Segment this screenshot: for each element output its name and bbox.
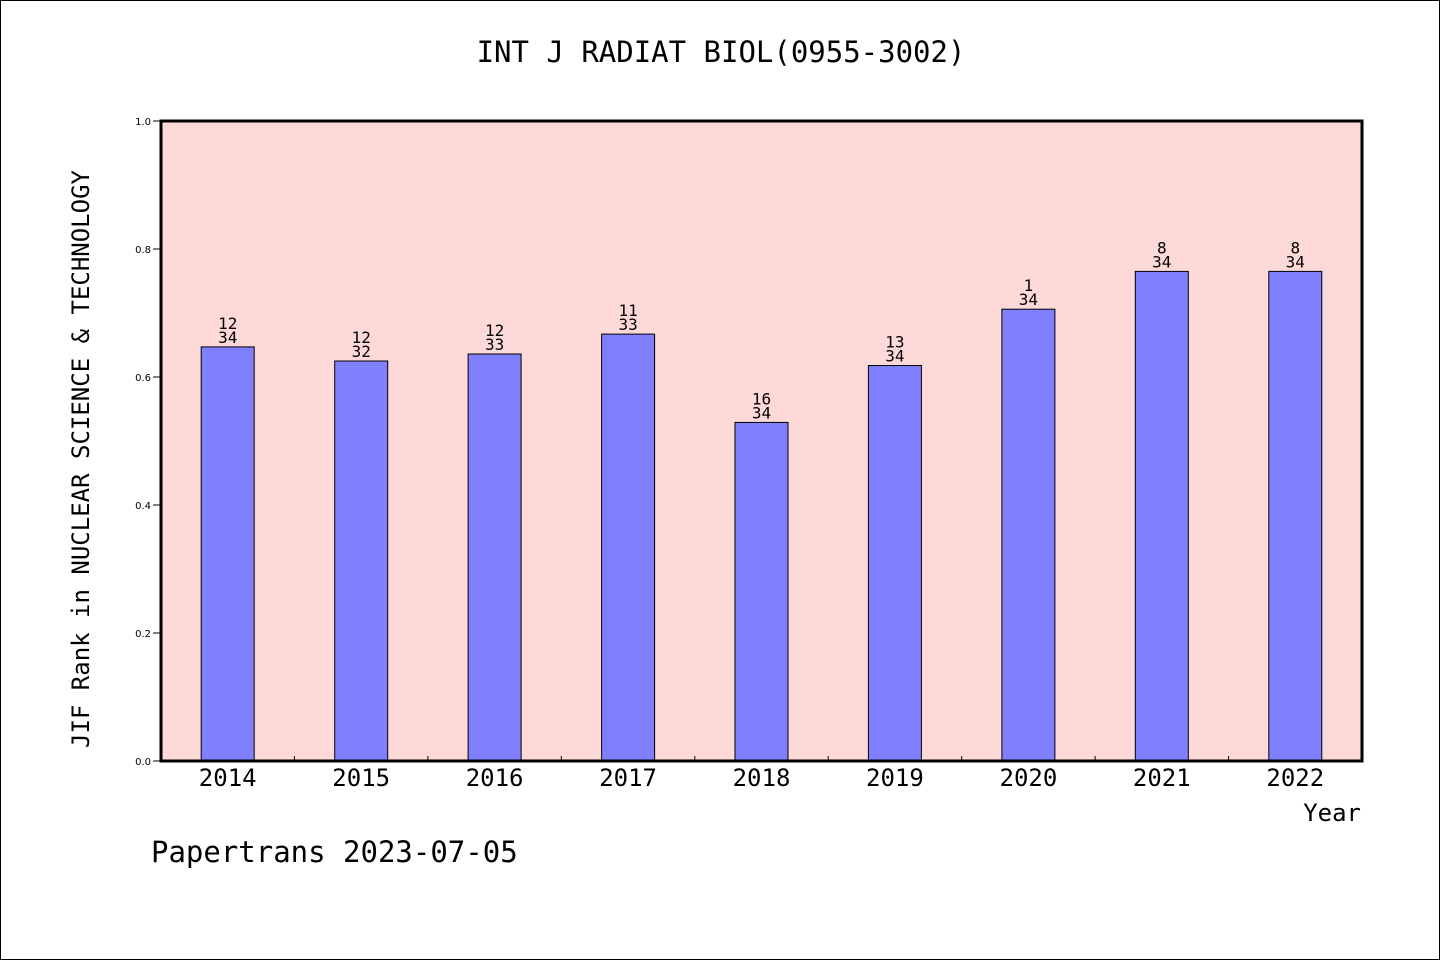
x-tick-label: 2021 (1133, 764, 1191, 792)
x-tick-label: 2020 (1000, 764, 1058, 792)
data-label-rank: 11 (618, 301, 637, 320)
bar (467, 353, 522, 762)
x-tick-label: 2022 (1266, 764, 1324, 792)
data-label-rank: 12 (218, 314, 237, 333)
x-tick-label: 2019 (866, 764, 924, 792)
data-label-rank: 8 (1157, 238, 1167, 257)
bar (200, 346, 255, 762)
y-tick-label: 0.6 (135, 373, 151, 384)
y-tick-label: 0.4 (135, 501, 151, 512)
bar (867, 365, 922, 762)
y-axis: 0.0 0.2 0.4 0.6 0.8 1.0 (135, 117, 161, 768)
x-axis: 2014 2015 2016 2017 2018 2019 2020 2021 2022 (199, 756, 1324, 792)
data-label-total: 34 (218, 328, 237, 347)
y-tick-label: 0.0 (135, 757, 151, 768)
x-tick-label: 2018 (733, 764, 791, 792)
data-label-total: 33 (618, 315, 637, 334)
data-label-total: 34 (1019, 290, 1038, 309)
plot-border (159, 119, 1364, 763)
bar (601, 333, 656, 762)
data-label-rank: 12 (485, 321, 504, 340)
x-tick-label: 2016 (466, 764, 524, 792)
bar (734, 421, 789, 762)
data-label-rank: 16 (752, 389, 771, 408)
x-axis-label: Year (1303, 799, 1361, 827)
footer-note: Papertrans 2023-07-05 (151, 835, 518, 869)
data-label-rank: 12 (352, 328, 371, 347)
bars-group (200, 270, 1323, 762)
data-label-total: 34 (1286, 252, 1305, 271)
x-tick-label: 2014 (199, 764, 257, 792)
x-tick-label: 2015 (332, 764, 390, 792)
data-label-total: 34 (885, 347, 904, 366)
bar (1001, 308, 1056, 762)
y-tick-label: 1.0 (135, 117, 151, 128)
chart-title: INT J RADIAT BIOL(0955-3002) (476, 35, 966, 69)
data-label-total: 34 (1152, 252, 1171, 271)
data-label-rank: 8 (1290, 238, 1300, 257)
data-label-total: 32 (352, 342, 371, 361)
x-tick-label: 2017 (599, 764, 657, 792)
data-label-rank: 1 (1024, 276, 1034, 295)
data-label-rank: 13 (885, 333, 904, 352)
data-label-total: 34 (752, 403, 771, 422)
y-axis-label: JIF Rank in NUCLEAR SCIENCE & TECHNOLOGY (67, 169, 95, 748)
bar (1134, 270, 1189, 762)
y-tick-label: 0.8 (135, 245, 151, 256)
bar (334, 360, 389, 762)
bar (1268, 270, 1323, 762)
y-tick-label: 0.2 (135, 629, 151, 640)
data-label-total: 33 (485, 335, 504, 354)
